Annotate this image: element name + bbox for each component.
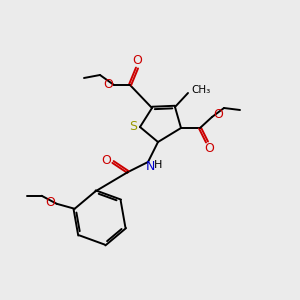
Text: CH₃: CH₃ [191,85,210,95]
Text: H: H [154,160,162,170]
Text: O: O [132,55,142,68]
Text: S: S [129,121,137,134]
Text: O: O [213,109,223,122]
Text: O: O [204,142,214,155]
Text: O: O [101,154,111,167]
Text: O: O [46,196,56,209]
Text: N: N [145,160,155,172]
Text: O: O [103,79,113,92]
